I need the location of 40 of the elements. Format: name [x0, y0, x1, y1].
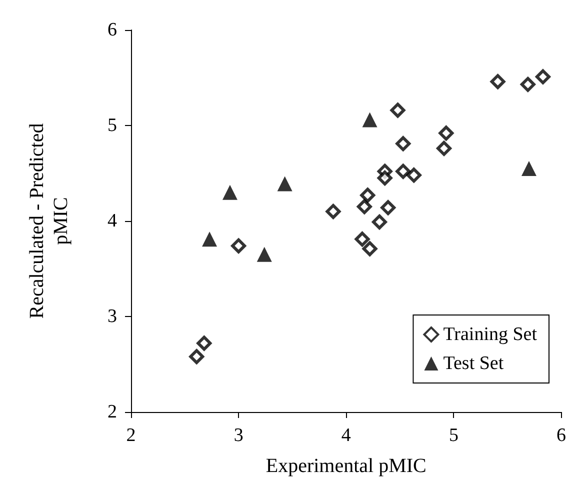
- point: [231, 238, 246, 254]
- point: [189, 349, 204, 364]
- point: [222, 184, 238, 200]
- point: [360, 188, 376, 203]
- point: [256, 246, 272, 262]
- point: [372, 214, 387, 230]
- point: [354, 232, 370, 247]
- point: [362, 112, 378, 128]
- point: [520, 76, 536, 92]
- point: [362, 241, 378, 256]
- legend-label: Training Set: [443, 324, 538, 345]
- point: [380, 200, 396, 216]
- point: [377, 170, 392, 186]
- point: [490, 74, 506, 90]
- point: [521, 160, 536, 176]
- point: [326, 204, 341, 219]
- x-tick-label: 4: [341, 425, 352, 446]
- point: [202, 232, 218, 247]
- y-tick-label: 2: [108, 402, 117, 422]
- point: [356, 199, 372, 214]
- y-tick-label: 6: [108, 20, 117, 40]
- point: [277, 176, 292, 192]
- point: [406, 168, 422, 183]
- y-axis-title: Recalculated - Predicted pMIC: [26, 123, 72, 319]
- y-tick-label: 5: [108, 115, 117, 136]
- y-tick-label: 4: [108, 210, 118, 232]
- x-tick-label: 6: [556, 425, 566, 446]
- point: [438, 126, 454, 141]
- x-tick-label: 5: [448, 425, 458, 446]
- x-axis-title: Experimental pMIC: [266, 455, 426, 477]
- y-tick-label: 3: [108, 306, 117, 327]
- x-tick-label: 3: [234, 425, 244, 446]
- point: [535, 69, 550, 84]
- point: [196, 336, 212, 351]
- point: [396, 136, 411, 152]
- x-tick-label: 2: [126, 425, 136, 446]
- point: [436, 140, 452, 156]
- legend-label: Test Set: [443, 353, 504, 374]
- point: [396, 164, 411, 179]
- point: [390, 102, 406, 118]
